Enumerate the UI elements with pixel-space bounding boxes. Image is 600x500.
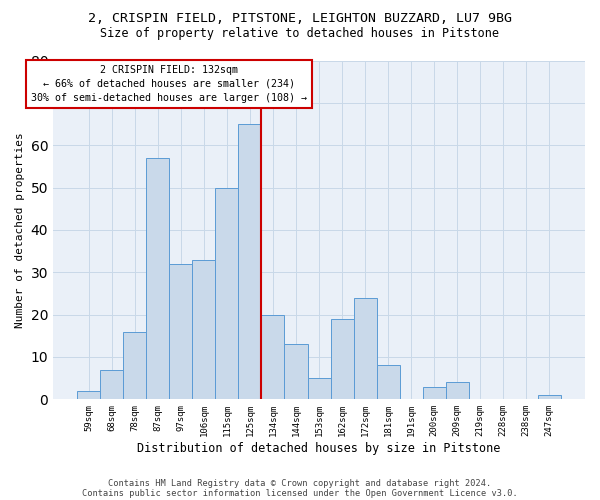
Text: Contains HM Land Registry data © Crown copyright and database right 2024.: Contains HM Land Registry data © Crown c…: [109, 478, 491, 488]
Bar: [377, 366, 400, 400]
Bar: [538, 395, 561, 400]
Bar: [262, 314, 284, 400]
Text: 2 CRISPIN FIELD: 132sqm
← 66% of detached houses are smaller (234)
30% of semi-d: 2 CRISPIN FIELD: 132sqm ← 66% of detache…: [31, 64, 307, 102]
Text: Contains public sector information licensed under the Open Government Licence v3: Contains public sector information licen…: [82, 488, 518, 498]
Bar: [284, 344, 308, 400]
Bar: [100, 370, 123, 400]
Bar: [422, 386, 446, 400]
Bar: [146, 158, 169, 400]
Bar: [123, 332, 146, 400]
Bar: [331, 319, 353, 400]
Text: 2, CRISPIN FIELD, PITSTONE, LEIGHTON BUZZARD, LU7 9BG: 2, CRISPIN FIELD, PITSTONE, LEIGHTON BUZ…: [88, 12, 512, 26]
Bar: [353, 298, 377, 400]
Bar: [215, 188, 238, 400]
Bar: [446, 382, 469, 400]
Bar: [77, 391, 100, 400]
X-axis label: Distribution of detached houses by size in Pitstone: Distribution of detached houses by size …: [137, 442, 501, 455]
Bar: [308, 378, 331, 400]
Bar: [193, 260, 215, 400]
Bar: [238, 124, 262, 400]
Text: Size of property relative to detached houses in Pitstone: Size of property relative to detached ho…: [101, 28, 499, 40]
Y-axis label: Number of detached properties: Number of detached properties: [15, 132, 25, 328]
Bar: [169, 264, 193, 400]
